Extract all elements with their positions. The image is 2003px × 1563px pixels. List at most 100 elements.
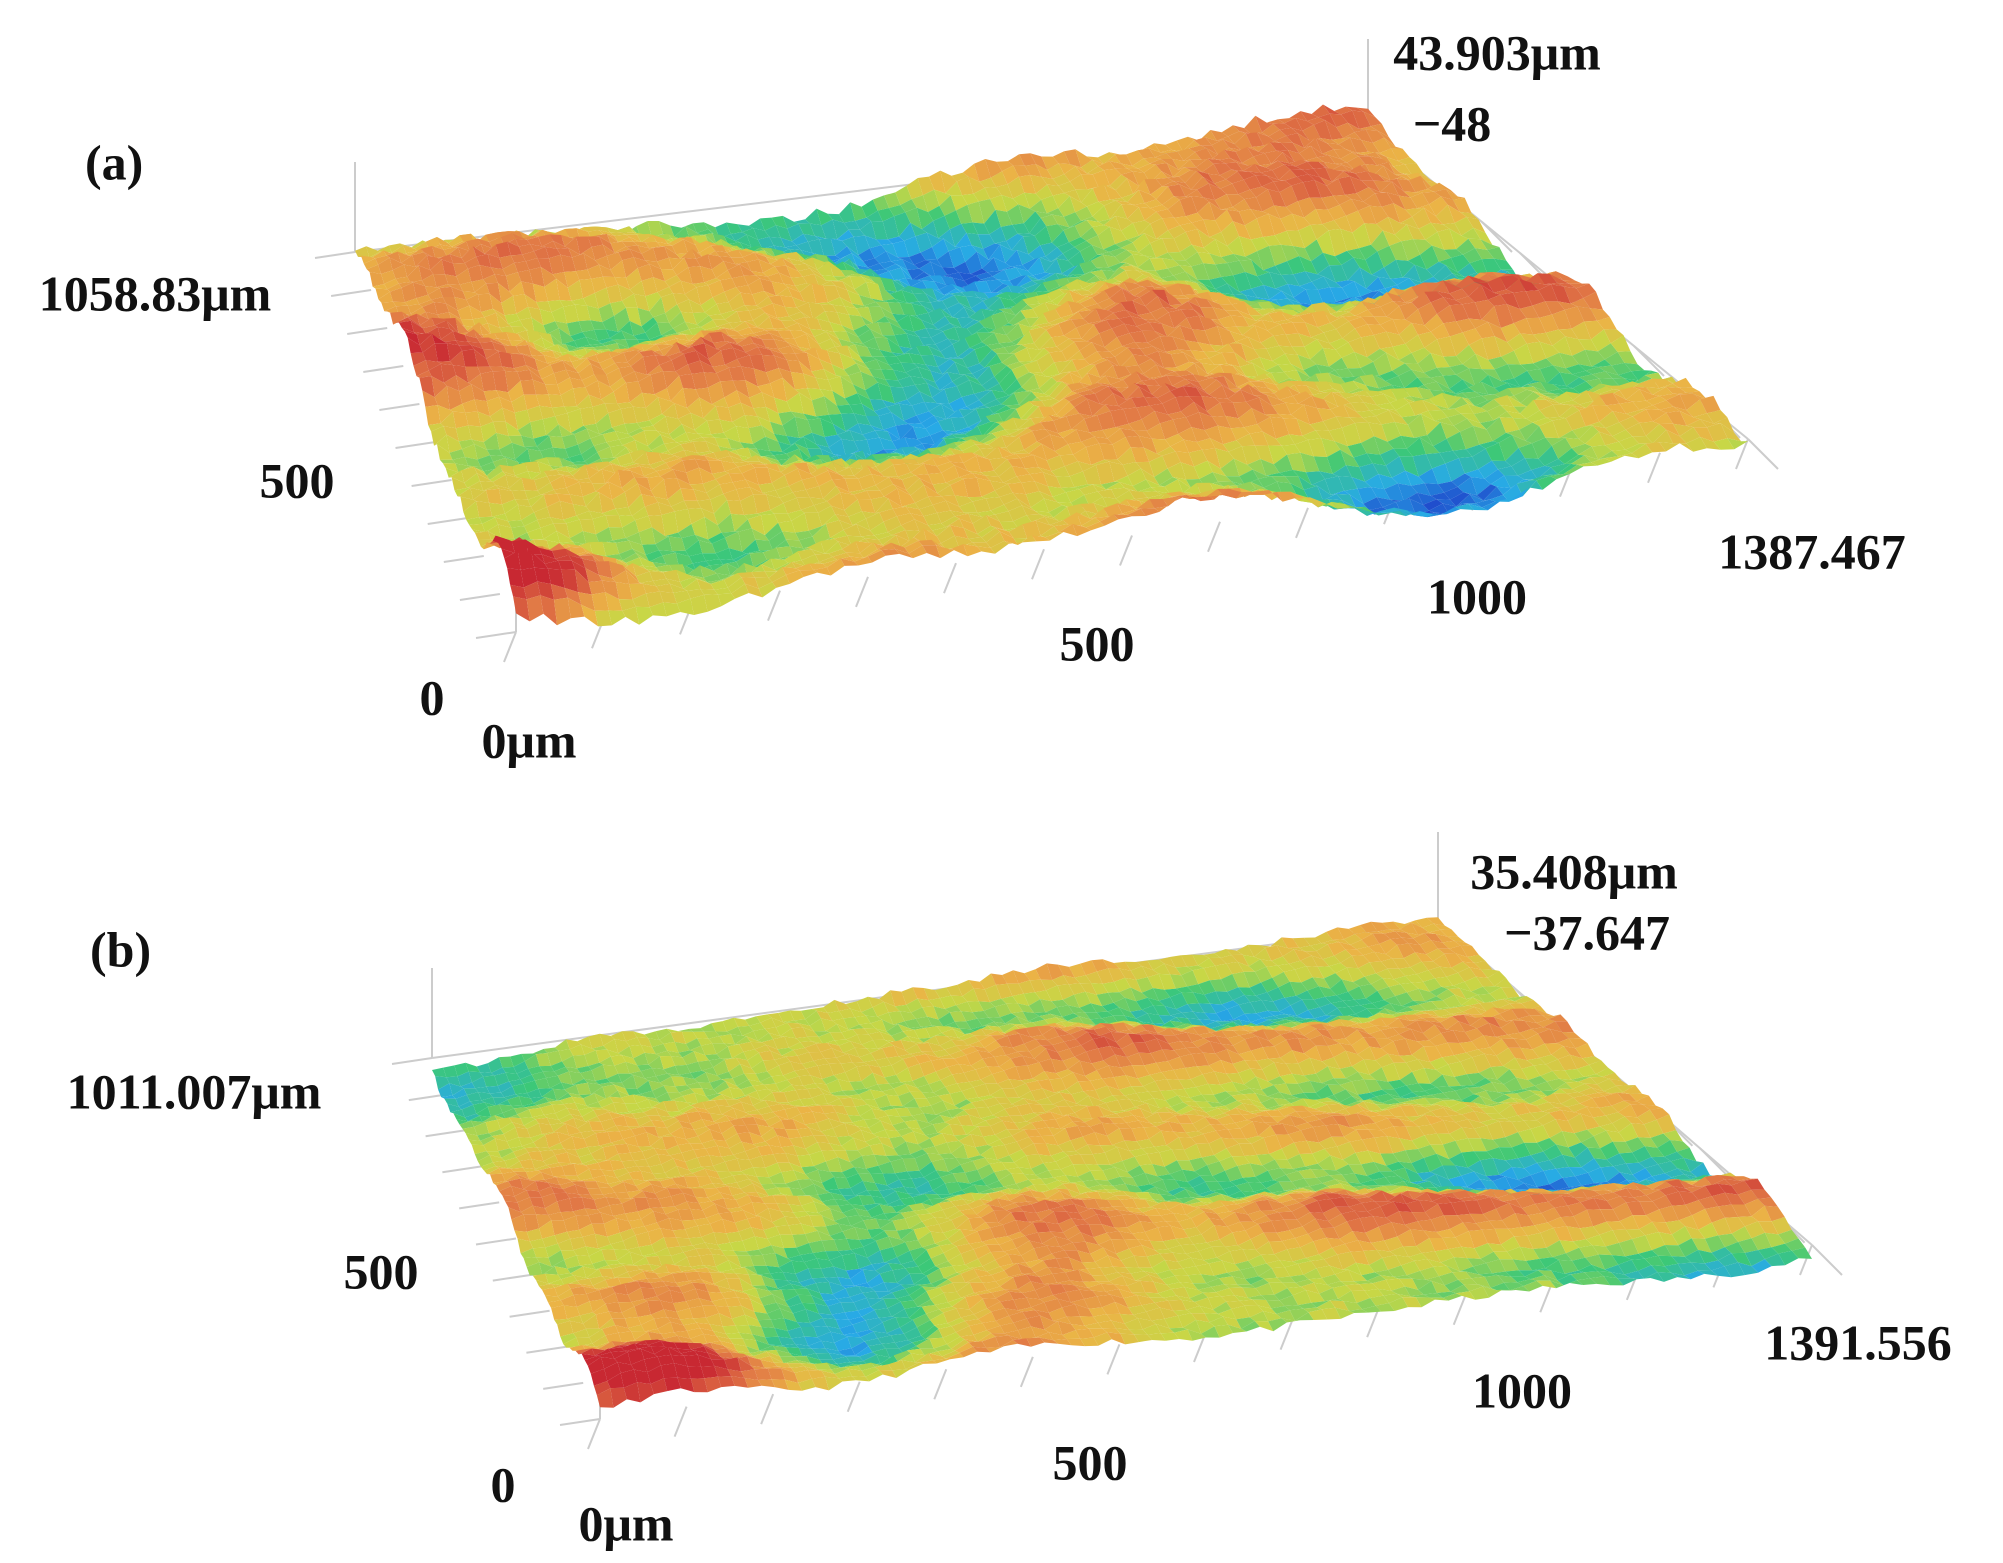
surface-cell [1369,205,1389,224]
surface-cell [699,245,716,258]
surface-cell [445,235,460,244]
surface-cell [428,244,444,250]
surface-cell [696,315,713,327]
surface-cell [610,241,626,253]
surface-cell [952,277,970,288]
surface-cell [1323,161,1342,171]
surface-cell [879,261,896,269]
surface-cell [1167,184,1186,197]
surface-cell [1047,163,1065,179]
surface-cell [1127,207,1145,223]
surface-cell [1209,231,1228,246]
surface-cell [1115,200,1133,205]
surface-cell [1289,111,1308,122]
surface-cell [567,280,584,301]
surface-cell [464,322,480,331]
surface-cell [786,265,803,278]
surface-cell [711,261,728,279]
surface-cell [819,238,836,256]
surface-cell [1149,258,1168,271]
surface-cell [760,217,776,231]
tick-line [395,441,436,449]
surface-cell [497,231,512,238]
surface-cell [552,272,568,288]
surface-cell [949,292,966,297]
surface-cell [1361,140,1380,153]
surface-cell [513,294,529,314]
surface-cell [469,305,485,320]
surface-cell [622,241,638,247]
surface-cell [1189,158,1208,168]
surface-cell [1103,216,1122,231]
surface-cell [1132,233,1151,253]
surface-cell [1191,176,1209,190]
surface-cell [812,257,829,270]
surface-cell [720,310,737,320]
surface-cell [1035,211,1053,218]
surface-cell [719,256,736,265]
surface-cell [839,202,856,223]
surface-cell [915,232,932,253]
surface-cell [1185,189,1204,198]
surface-cell [765,256,782,265]
surface-cell [994,291,1012,301]
surface-cell [891,259,908,270]
surface-cell [1354,129,1373,143]
surface-cell [1069,220,1087,228]
surface-cell [807,239,824,256]
surface-cell [1144,179,1162,195]
surface-cell [1392,181,1411,198]
surface-cell [591,233,607,240]
surface-cell [1244,115,1262,134]
surface-cell [692,222,709,233]
surface-cell [764,225,781,238]
surface-cell [1109,226,1127,245]
surface-cell [556,248,573,258]
surface-cell [944,288,961,296]
surface-cell [1104,200,1122,220]
surface-cell [861,276,879,284]
surface-cell [1303,180,1322,198]
surface-cell [381,301,396,312]
surface-cell [1307,117,1326,125]
surface-cell [993,257,1011,271]
surface-cell [487,254,503,270]
surface [355,104,1748,627]
surface-cell [1086,235,1104,250]
surface-cell [1183,152,1202,161]
surface-cell [390,287,405,303]
surface-cell [1272,164,1291,180]
surface-cell [1359,126,1378,131]
surface-cell [669,311,685,329]
surface-cell [1016,267,1033,276]
surface-cell [1363,193,1382,207]
surface-cell [658,221,675,237]
surface-cell [947,302,965,317]
surface-cell [833,276,850,281]
surface-cell [525,258,541,270]
surface-cell [507,241,523,256]
surface-cell [1196,170,1215,184]
surface-cell [1262,205,1281,219]
surface-cell [972,290,990,300]
surface-cell [948,247,966,268]
surface-cell [692,282,709,288]
surface-cell [1022,257,1040,271]
surface-cell [759,247,776,259]
surface-cell [1315,138,1334,154]
surface-cell [1220,183,1239,195]
surface-cell [1092,170,1110,187]
surface-cell [1357,205,1377,224]
surface-cell [816,208,833,226]
surface-cell [1058,163,1076,175]
surface-cell [912,271,930,280]
surface-cell [1020,280,1038,289]
surface-cell [1040,214,1058,227]
surface-cell [474,234,490,245]
surface-cell [378,291,393,303]
surface-cell [902,259,920,270]
surface-cell [1381,203,1401,223]
surface-cell [982,296,1000,309]
surface-cell [549,234,565,247]
surface-cell [492,308,508,324]
